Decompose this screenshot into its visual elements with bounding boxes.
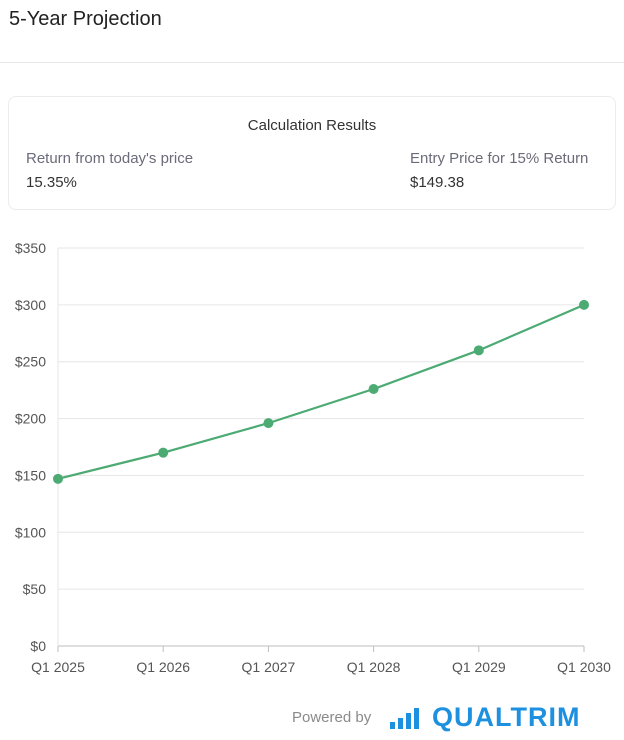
powered-by-footer[interactable]: Powered by QUALTRIM: [292, 701, 618, 735]
point-layer: [53, 299, 589, 484]
x-tick-label: Q1 2027: [242, 659, 296, 675]
y-tick-label: $200: [15, 411, 46, 427]
data-point[interactable]: [158, 447, 169, 458]
y-axis: $0 $50 $100 $150 $200 $250 $300 $350: [15, 240, 46, 654]
results-title: Calculation Results: [247, 117, 377, 134]
x-tick-label: Q1 2028: [347, 659, 401, 675]
y-tick-label: $0: [30, 638, 46, 654]
powered-by-label: Powered by: [292, 709, 372, 726]
x-tick-label: Q1 2026: [136, 659, 190, 675]
grid-lines: [57, 247, 584, 647]
series-line: [57, 303, 585, 480]
y-tick-label: $250: [15, 354, 46, 370]
y-tick-label: $300: [15, 297, 46, 313]
y-tick-label: $100: [15, 524, 46, 540]
y-tick-label: $350: [15, 240, 46, 256]
return-value: 15.35%: [26, 174, 77, 191]
x-tick-label: Q1 2030: [557, 659, 611, 675]
return-label: Return from today's price: [26, 150, 194, 167]
brand-logo: QUALTRIM: [432, 702, 581, 732]
x-tick-label: Q1 2029: [452, 659, 506, 675]
x-tick-label: Q1 2025: [31, 659, 85, 675]
data-point[interactable]: [368, 384, 379, 395]
projection-chart: $0$50$100$150$200$250$300$350 Q1 2025 Q1 …: [15, 240, 611, 675]
entry-price-label: Entry Price for 15% Return: [410, 150, 589, 167]
entry-price-value: $149.38: [410, 174, 465, 191]
data-point[interactable]: [263, 418, 274, 429]
x-axis: Q1 2025 Q1 2026 Q1 2027 Q1 2028 Q1 2029 Q1 20…: [31, 646, 611, 675]
data-point[interactable]: [579, 299, 589, 310]
data-point[interactable]: [473, 345, 484, 356]
y-tick-label: $150: [15, 467, 46, 483]
series-layer: [57, 303, 585, 480]
y-tick-label: $50: [23, 581, 47, 597]
header: 5-Year Projection: [0, 0, 624, 63]
results-card: Calculation Results Return from today's …: [8, 96, 616, 210]
bar-chart-icon: [390, 708, 419, 729]
data-point[interactable]: [53, 473, 63, 484]
page-title: 5-Year Projection: [9, 8, 162, 30]
